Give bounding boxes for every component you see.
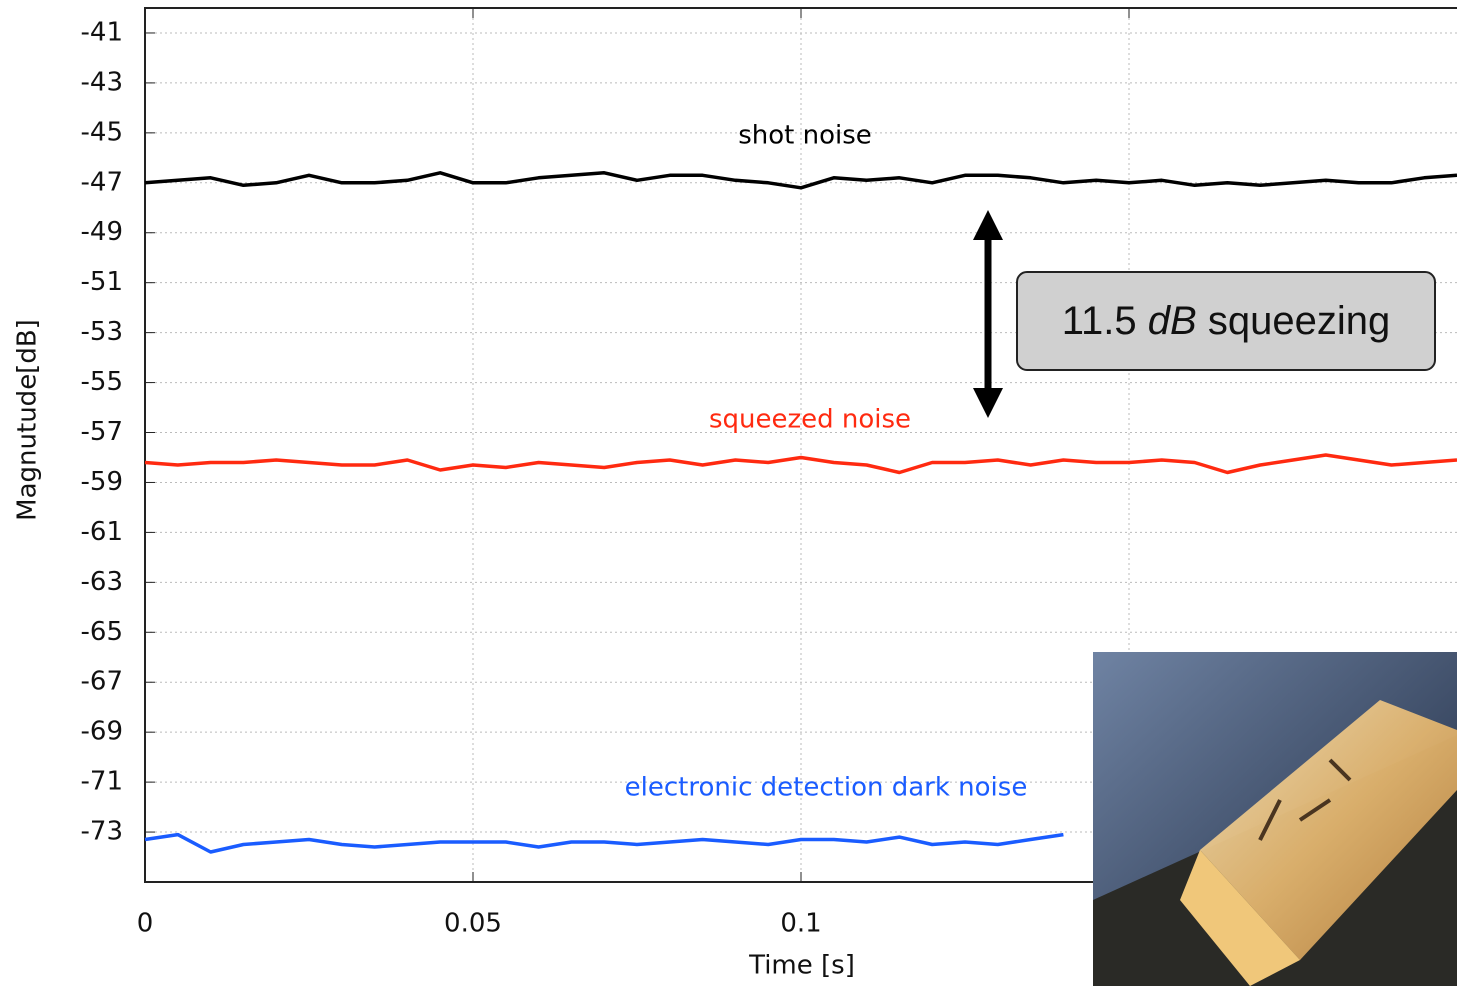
- y-tick-label: -73: [81, 817, 123, 847]
- series-line: [144, 453, 1457, 475]
- y-tick-label: -49: [81, 217, 123, 247]
- y-tick-label: -55: [81, 367, 123, 397]
- y-tick-label: -43: [81, 67, 123, 97]
- y-tick-label: -67: [81, 667, 123, 697]
- y-tick-label: -69: [81, 717, 123, 747]
- y-tick-label: -57: [81, 417, 123, 447]
- y-axis-label: Magnutude[dB]: [13, 319, 43, 521]
- y-tick-label: -41: [81, 17, 123, 47]
- y-tick-label: -71: [81, 767, 123, 797]
- x-tick-label: 0.1: [780, 909, 821, 939]
- axis-frame: [144, 7, 1457, 883]
- y-tick-label: -65: [81, 617, 123, 647]
- series-label: shot noise: [738, 121, 872, 151]
- y-tick-label: -61: [81, 517, 123, 547]
- photo: [1093, 652, 1457, 986]
- y-tick-label: -47: [81, 167, 123, 197]
- series-label: electronic detection dark noise: [625, 773, 1028, 803]
- annotation: 11.5 dB squeezing: [1062, 299, 1390, 343]
- x-tick-label: 0.05: [444, 909, 502, 939]
- y-tick-label: -45: [81, 117, 123, 147]
- y-tick-label: -59: [81, 467, 123, 497]
- annotation-part: squeezing: [1208, 299, 1390, 343]
- series-line: [144, 171, 1457, 190]
- annotation-part: dB: [1148, 299, 1197, 343]
- annotation-part: 11.5: [1062, 299, 1137, 343]
- double-arrow: [973, 210, 1003, 418]
- y-tick-label: -53: [81, 317, 123, 347]
- plot-area: -41 -43 -45 -47 -49 -51 -53 -55 -57 -59 -61 -63 -65 -…: [13, 7, 1457, 981]
- x-tick-label: 0: [137, 909, 154, 939]
- y-tick-label: -63: [81, 567, 123, 597]
- series-line: [144, 832, 1064, 854]
- y-tick-label: -51: [81, 267, 123, 297]
- series-label: squeezed noise: [709, 405, 911, 435]
- x-axis-label: Time [s]: [748, 951, 855, 981]
- annotation-box: [1016, 271, 1436, 371]
